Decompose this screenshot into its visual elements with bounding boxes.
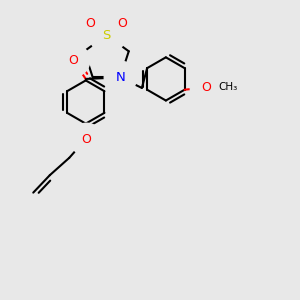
Text: O: O	[81, 133, 91, 146]
Text: O: O	[201, 81, 211, 94]
Text: CH₃: CH₃	[219, 82, 238, 92]
Text: O: O	[68, 54, 78, 67]
Text: S: S	[102, 28, 111, 42]
Text: O: O	[118, 17, 128, 30]
Text: O: O	[85, 17, 95, 30]
Text: N: N	[116, 71, 125, 84]
